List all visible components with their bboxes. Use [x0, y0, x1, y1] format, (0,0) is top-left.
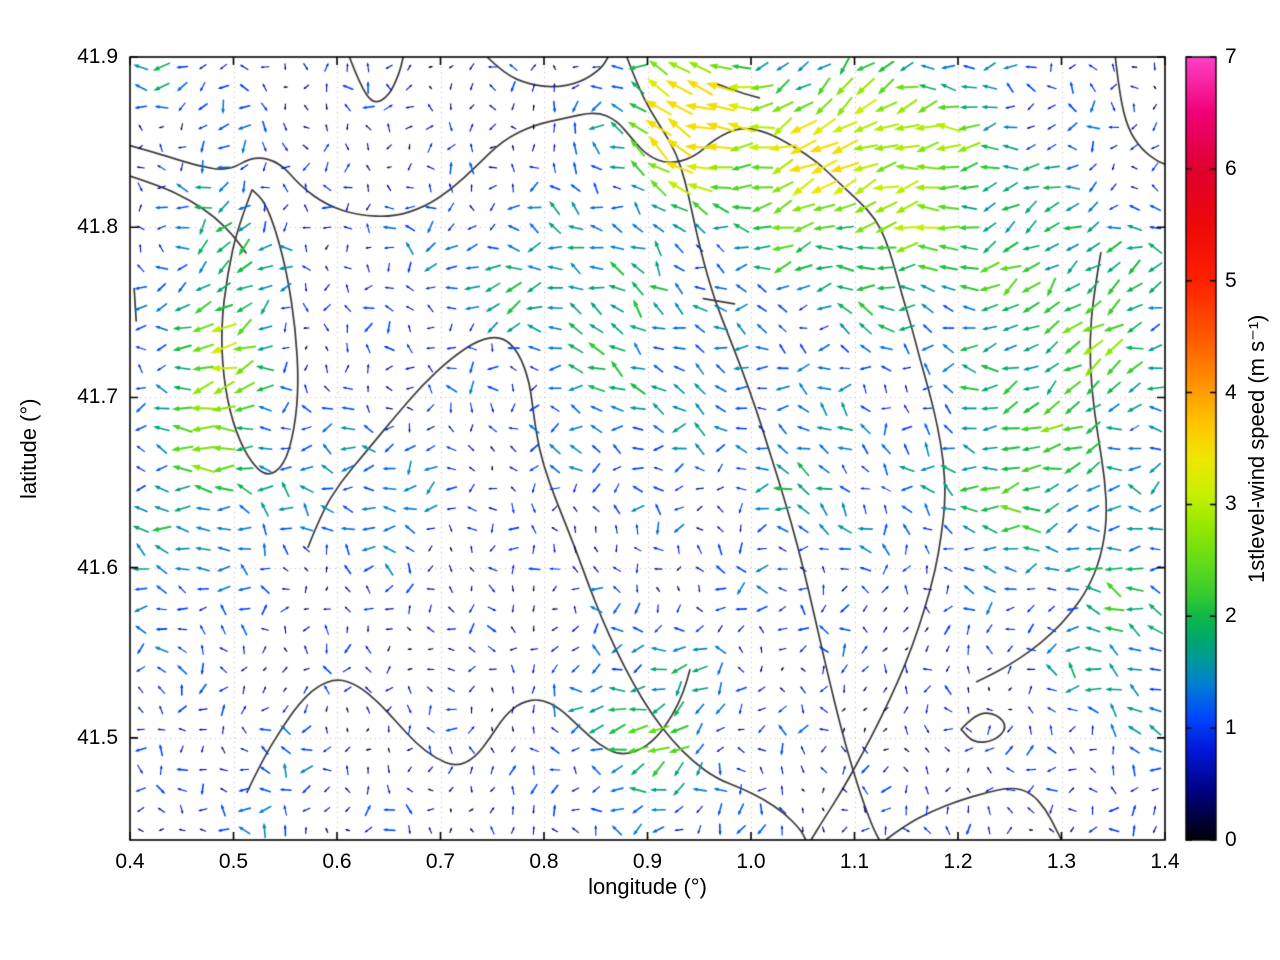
y-axis-title: latitude (°): [16, 398, 41, 499]
x-axis-title: longitude (°): [588, 874, 707, 899]
colorbar-title: 1stlevel-wind speed (m s⁻¹): [1244, 314, 1269, 583]
